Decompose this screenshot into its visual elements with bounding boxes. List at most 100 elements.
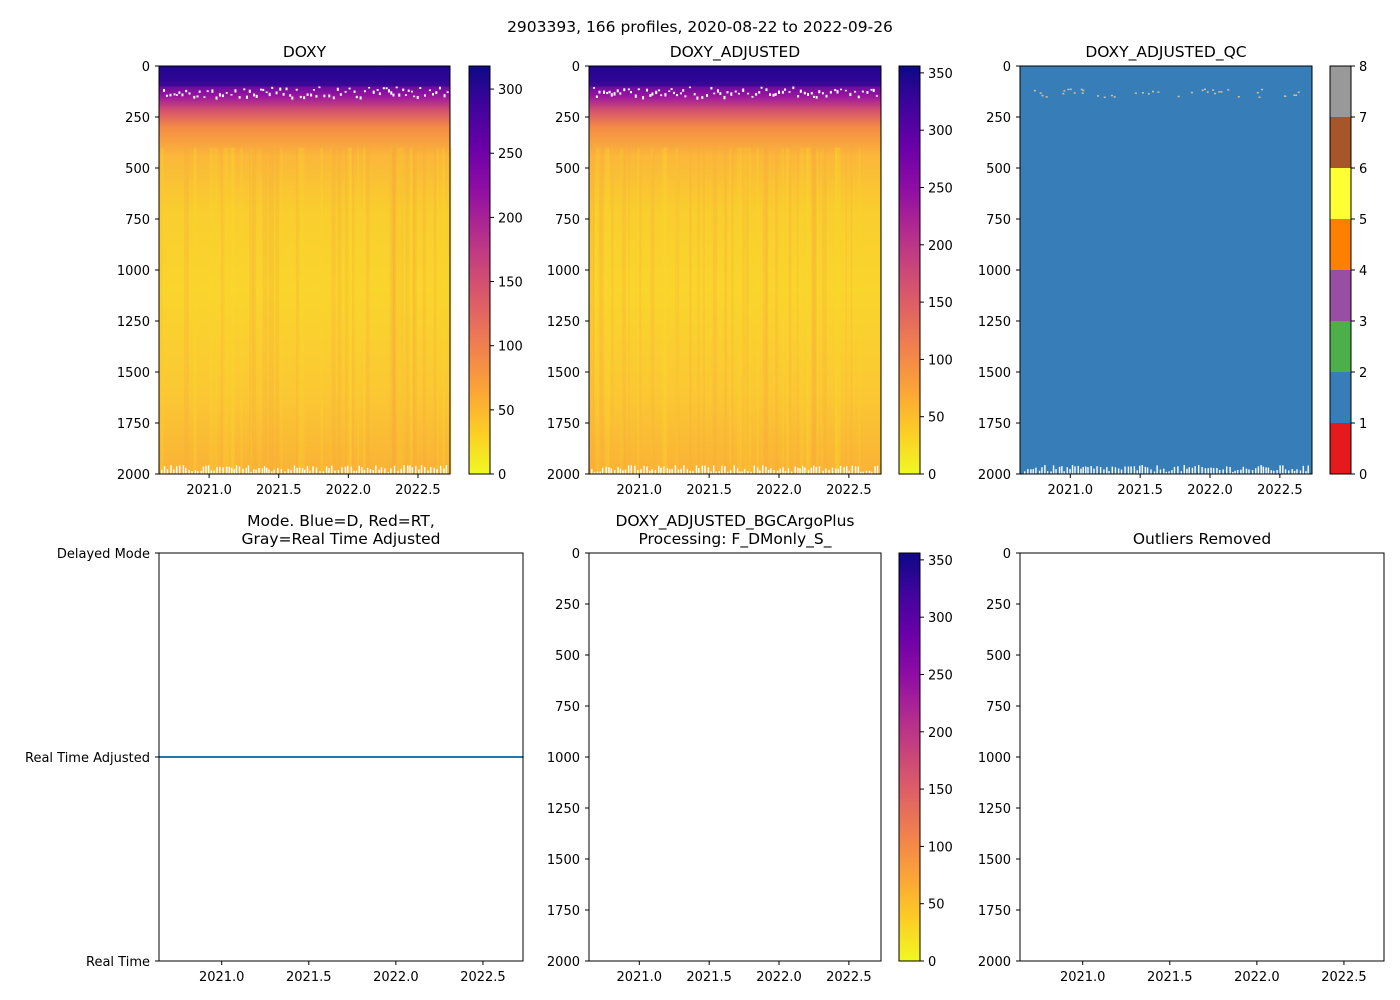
colorbar-tick-label: 250 (498, 147, 523, 162)
heatmap-field (589, 66, 881, 474)
colorbar-tick-label: 350 (928, 67, 953, 82)
y-tick-label: 500 (986, 649, 1011, 664)
y-tick-label: 1750 (547, 417, 580, 432)
x-tick-label: 2021.5 (686, 483, 732, 498)
colorbar-tick-label: 6 (1359, 162, 1367, 177)
panel-doxy-adjusted: DOXY_ADJUSTED 2021.0 2021.5 2022.0 2022.5 0 25… (547, 43, 953, 498)
y-tick-label: 2000 (117, 468, 150, 483)
colorbar-segment (1330, 168, 1351, 219)
colorbar-tick-label: 50 (498, 404, 515, 419)
panel-title: DOXY_ADJUSTED_QC (1085, 43, 1246, 62)
y-tick-label: 750 (555, 213, 580, 228)
panel-title: DOXY_ADJUSTED_BGCArgoPlus (616, 512, 855, 531)
colorbar-tick-label: 0 (498, 468, 506, 483)
x-tick-label: 2021.0 (1060, 970, 1106, 985)
x-tick-label: 2021.0 (617, 970, 663, 985)
y-tick-label: 750 (986, 700, 1011, 715)
colorbar-tick-label: 250 (928, 181, 953, 196)
colorbar-tick-label: 5 (1359, 213, 1367, 228)
y-tick-label: 1500 (978, 366, 1011, 381)
y-tick-label: 250 (986, 598, 1011, 613)
x-tick-label: 2022.0 (1234, 970, 1280, 985)
panel-title-line2: Processing: F_DMonly_S_ (638, 530, 831, 549)
colorbar-tick-label: 150 (928, 783, 953, 798)
y-tick-label: 250 (555, 111, 580, 126)
y-tick-label: 750 (986, 213, 1011, 228)
plot-frame (588, 552, 882, 962)
y-tick-label: 250 (125, 111, 150, 126)
y-tick-label: 1750 (117, 417, 150, 432)
panel-title: Mode. Blue=D, Red=RT, (247, 512, 435, 530)
x-tick-label: 2022.5 (395, 483, 441, 498)
colorbar-tick-label: 300 (498, 83, 523, 98)
y-tick-label: 750 (555, 700, 580, 715)
y-tick-label: 0 (1003, 547, 1011, 562)
colorbar-tick-label: 3 (1359, 315, 1367, 330)
y-tick-label: 2000 (978, 468, 1011, 483)
y-tick-label: 250 (986, 111, 1011, 126)
heatmap-profile-streaks (160, 147, 453, 474)
x-tick-label: 2022.5 (1257, 483, 1303, 498)
colorbar-tick-label: 7 (1359, 111, 1367, 126)
x-tick-label: 2021.0 (617, 483, 663, 498)
colorbar-gradient (899, 553, 920, 961)
y-tick-label: 0 (572, 60, 580, 75)
x-tick-label: 2022.0 (756, 970, 802, 985)
y-tick-label: 1500 (117, 366, 150, 381)
colorbar-tick-label: 250 (928, 668, 953, 683)
colorbar: 0 50 100 150 200 250 300 (468, 65, 523, 483)
x-tick-label: 2022.5 (1321, 970, 1367, 985)
heatmap-surface-zone (159, 66, 450, 87)
y-tick-label: 1750 (978, 904, 1011, 919)
y-tick-label: 1250 (117, 315, 150, 330)
y-tick-label: 1250 (547, 802, 580, 817)
colorbar-tick-label: 300 (928, 611, 953, 626)
x-tick-label: 2022.5 (826, 970, 872, 985)
colorbar-tick-label: 200 (928, 726, 953, 741)
colorbar-frame (898, 65, 921, 475)
y-tick-label: 1500 (547, 366, 580, 381)
colorbar-frame (468, 65, 491, 475)
colorbar-tick-label: 200 (928, 239, 953, 254)
x-tick-label: 2021.0 (1048, 483, 1094, 498)
y-tick-label: 1750 (547, 904, 580, 919)
x-tick-label: 2022.0 (1187, 483, 1233, 498)
colorbar-tick-label: 200 (498, 211, 523, 226)
colorbar-frame (1329, 65, 1352, 475)
panel-mode: Mode. Blue=D, Red=RT,Gray=Real Time Adju… (25, 512, 524, 985)
heatmap-white-gaps (593, 86, 878, 100)
y-tick-label: 1250 (978, 315, 1011, 330)
y-tick-label: 1250 (547, 315, 580, 330)
y-tick-label: 0 (572, 547, 580, 562)
y-tick-label: 250 (555, 598, 580, 613)
colorbar-tick-label: 150 (498, 276, 523, 291)
y-tick-label: 1000 (978, 751, 1011, 766)
x-tick-label: 2022.5 (460, 970, 506, 985)
y-tick-label: 1000 (547, 751, 580, 766)
colorbar-tick-label: 1 (1359, 417, 1367, 432)
x-tick-label: 2022.0 (326, 483, 372, 498)
x-tick-label: 2021.0 (186, 483, 232, 498)
colorbar-gradient (899, 66, 920, 474)
colorbar-tick-label: 50 (928, 898, 945, 913)
x-tick-label: 2021.0 (199, 970, 245, 985)
qc-field (1020, 66, 1312, 474)
heatmap-white-gaps (163, 86, 449, 100)
colorbar-tick-label: 150 (928, 296, 953, 311)
y-tick-label: 750 (125, 213, 150, 228)
colorbar-tick-label: 100 (928, 353, 953, 368)
x-tick-label: 2021.5 (1117, 483, 1163, 498)
colorbar-segment (1330, 423, 1351, 474)
y-tick-label: 1750 (978, 417, 1011, 432)
colorbar-segment (1330, 66, 1351, 117)
mode-series-markers (159, 756, 524, 758)
colorbar-segment (1330, 372, 1351, 423)
colorbar-tick-label: 350 (928, 554, 953, 569)
colorbar: 0 1 2 3 4 5 6 7 8 (1329, 60, 1367, 483)
colorbar-segment (1330, 219, 1351, 270)
y-tick-label: 1000 (117, 264, 150, 279)
colorbar-tick-label: 0 (928, 955, 936, 970)
y-tick-label: 500 (125, 162, 150, 177)
